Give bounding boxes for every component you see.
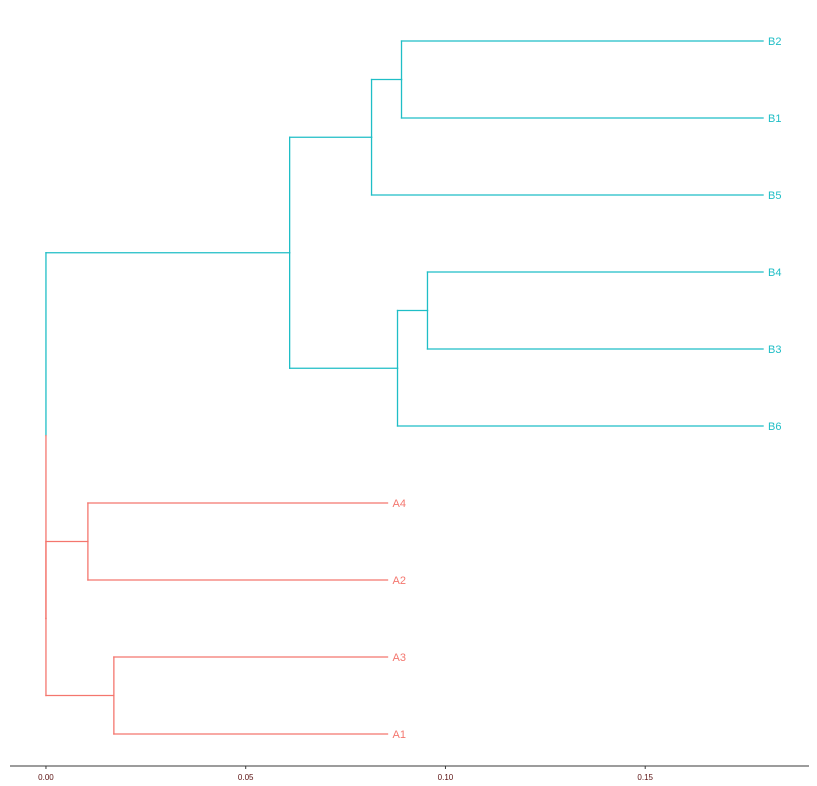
leaf-label-b2: B2 — [768, 36, 781, 48]
x-tick-label: 0.05 — [238, 773, 254, 782]
leaf-label-a4: A4 — [393, 498, 406, 510]
leaf-label-a1: A1 — [393, 729, 406, 741]
leaf-label-a2: A2 — [393, 575, 406, 587]
leaf-labels: B2 B1 B5 B4 B3 B6 A4 A2 A3 A1 — [393, 36, 782, 741]
leaf-label-b6: B6 — [768, 421, 781, 433]
leaf-label-a3: A3 — [393, 652, 406, 664]
x-tick-label: 0.10 — [438, 773, 454, 782]
leaf-label-b1: B1 — [768, 113, 781, 125]
leaf-label-b3: B3 — [768, 344, 781, 356]
leaf-label-b4: B4 — [768, 267, 781, 279]
x-axis: 0.00 0.05 0.10 0.15 — [10, 765, 809, 782]
leaf-label-b5: B5 — [768, 190, 781, 202]
x-tick-label: 0.15 — [637, 773, 653, 782]
x-tick-label: 0.00 — [38, 773, 54, 782]
dendrogram-branches — [45, 40, 764, 735]
